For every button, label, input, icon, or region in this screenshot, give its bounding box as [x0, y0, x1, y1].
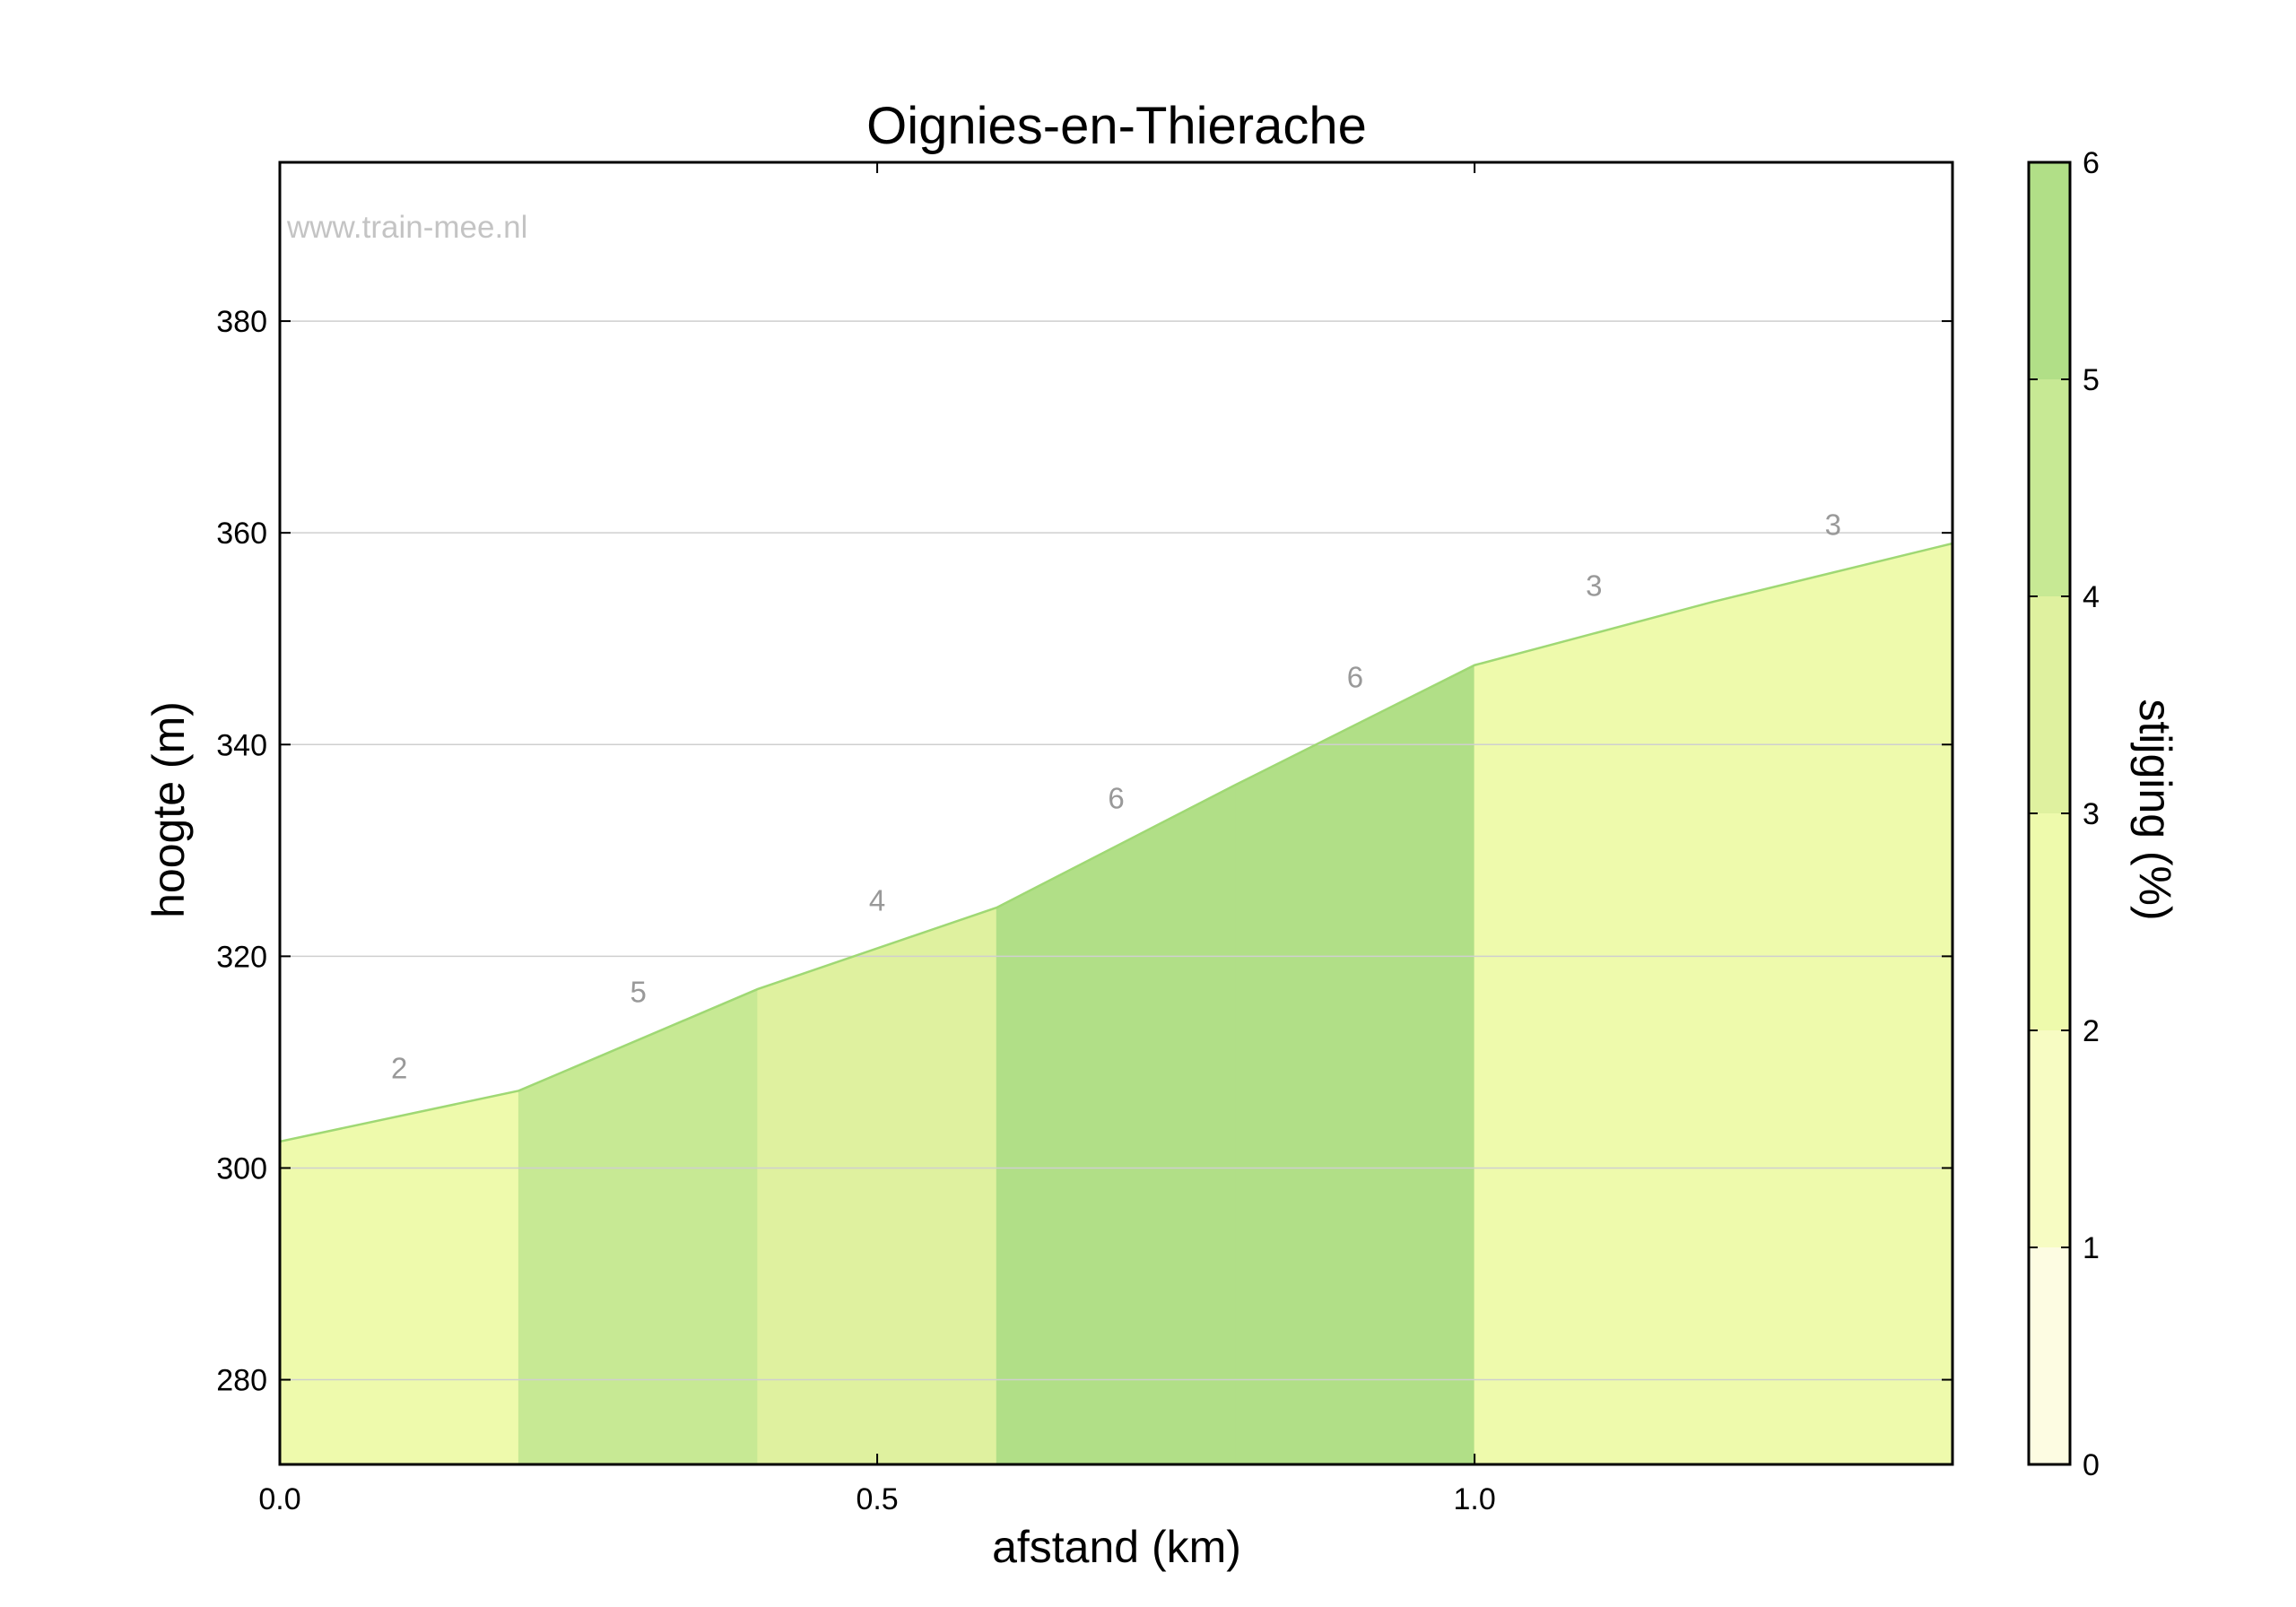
profile-segment-7 [1713, 543, 1953, 1465]
y-tick-label: 380 [216, 305, 267, 339]
colorbar-tick-label: 3 [2083, 797, 2100, 831]
segment-gradient-label: 3 [1586, 569, 1602, 602]
colorbar-tick-label: 6 [2083, 146, 2100, 180]
colorbar-band-3 [2029, 596, 2070, 813]
y-tick-label: 320 [216, 940, 267, 974]
y-tick-label: 360 [216, 517, 267, 551]
colorbar-tick-label: 5 [2083, 363, 2100, 397]
colorbar-title: stijging (%) [2130, 699, 2180, 920]
plot-frame [278, 161, 1954, 1466]
colorbar-band-5 [2029, 162, 2070, 379]
segment-gradient-label: 4 [869, 884, 885, 917]
profile-line [279, 542, 1953, 1143]
colorbar-tick-label: 2 [2083, 1014, 2100, 1048]
x-axis: 0.0 0.5 1.0 [258, 162, 1496, 1516]
chart-title: Oignies-en-Thierache [866, 97, 1367, 155]
x-tick-label: 1.0 [1454, 1482, 1496, 1516]
profile-segment-2 [517, 988, 759, 1465]
segment-gradient-label: 6 [1108, 782, 1124, 815]
colorbar: 0 1 2 3 4 5 6 [2027, 146, 2100, 1482]
colorbar-tick-label: 4 [2083, 580, 2100, 614]
x-tick-label: 0.0 [258, 1482, 300, 1516]
y-axis: 280 300 320 340 360 380 [216, 305, 1952, 1398]
colorbar-band-1 [2029, 1030, 2070, 1247]
profile-segment-3 [757, 907, 997, 1465]
segment-gradient-label: 3 [1825, 508, 1841, 541]
segment-gradient-label: 6 [1347, 660, 1363, 693]
colorbar-tick-label: 1 [2083, 1231, 2100, 1265]
y-tick-label: 300 [216, 1151, 267, 1186]
profile-segment-6 [1474, 601, 1715, 1465]
y-tick-label: 280 [216, 1364, 267, 1398]
plot-area: 2 5 4 6 6 3 3 [278, 161, 1954, 1466]
colorbar-band-2 [2029, 813, 2070, 1030]
y-tick-label: 340 [216, 728, 267, 762]
profile-segment-5 [1235, 664, 1475, 1465]
colorbar-band-0 [2029, 1247, 2070, 1464]
x-axis-title: afstand (km) [992, 1522, 1241, 1572]
watermark-text: www.train-mee.nl [286, 210, 527, 245]
segment-gradient-label: 2 [391, 1052, 407, 1085]
profile-segment-1 [279, 1090, 519, 1465]
profile-segment-4 [996, 784, 1237, 1465]
colorbar-band-4 [2029, 379, 2070, 596]
segment-gradient-label: 5 [630, 976, 646, 1009]
colorbar-tick-label: 0 [2083, 1448, 2100, 1482]
y-axis-title: hoogte (m) [144, 701, 194, 918]
x-tick-label: 0.5 [856, 1482, 898, 1516]
